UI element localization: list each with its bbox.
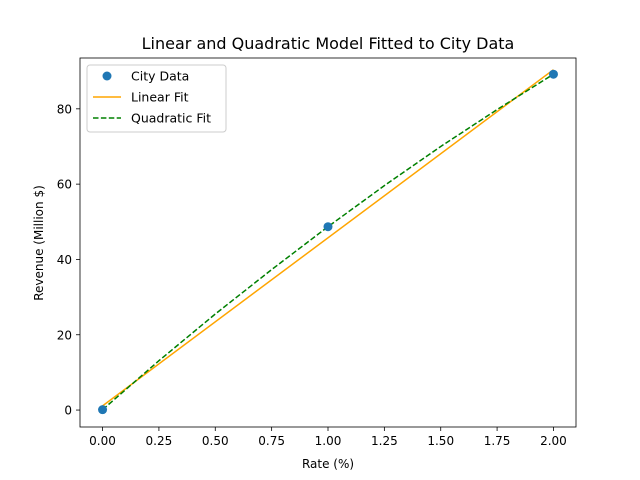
legend-label: City Data: [131, 69, 189, 84]
series-line-linear-fit: [102, 69, 554, 407]
y-tick-label: 40: [57, 253, 72, 267]
chart-title: Linear and Quadratic Model Fitted to Cit…: [142, 34, 515, 53]
legend-box: [86, 64, 227, 133]
x-tick-label: 0.75: [258, 434, 285, 448]
x-tick-label: 1.25: [371, 434, 398, 448]
legend-entry: City Data: [102, 69, 189, 84]
data-point: [98, 405, 108, 415]
series-line-quadratic-fit: [102, 73, 554, 411]
plot-area: [98, 69, 558, 415]
x-tick-label: 0.00: [89, 434, 116, 448]
y-tick-label: 80: [57, 102, 72, 116]
x-tick-label: 0.25: [146, 434, 173, 448]
legend-marker: [102, 71, 112, 81]
axes: 0.00 0.25 0.50 0.75 1.00 1.25 1.50 1.75 2.00 0 20 4…: [57, 57, 577, 448]
legend-label: Quadratic Fit: [131, 111, 211, 126]
y-tick-label: 0: [64, 404, 72, 418]
legend-label: Linear Fit: [131, 90, 189, 105]
legend-entry: Quadratic Fit: [93, 111, 211, 126]
x-axis-label: Rate (%): [302, 457, 354, 471]
x-tick-label: 0.50: [202, 434, 229, 448]
y-tick-label: 60: [57, 178, 72, 192]
data-point: [323, 222, 333, 232]
y-tick-label: 20: [57, 328, 72, 342]
legend: City Data Linear Fit Quadratic Fit: [86, 64, 227, 133]
x-tick-label: 1.50: [427, 434, 454, 448]
x-tick-label: 2.00: [540, 434, 567, 448]
x-tick-label: 1.00: [315, 434, 342, 448]
y-axis-label: Revenue (Million $): [32, 185, 46, 301]
legend-entry: Linear Fit: [93, 90, 189, 105]
data-point: [548, 69, 558, 79]
x-tick-label: 1.75: [484, 434, 511, 448]
